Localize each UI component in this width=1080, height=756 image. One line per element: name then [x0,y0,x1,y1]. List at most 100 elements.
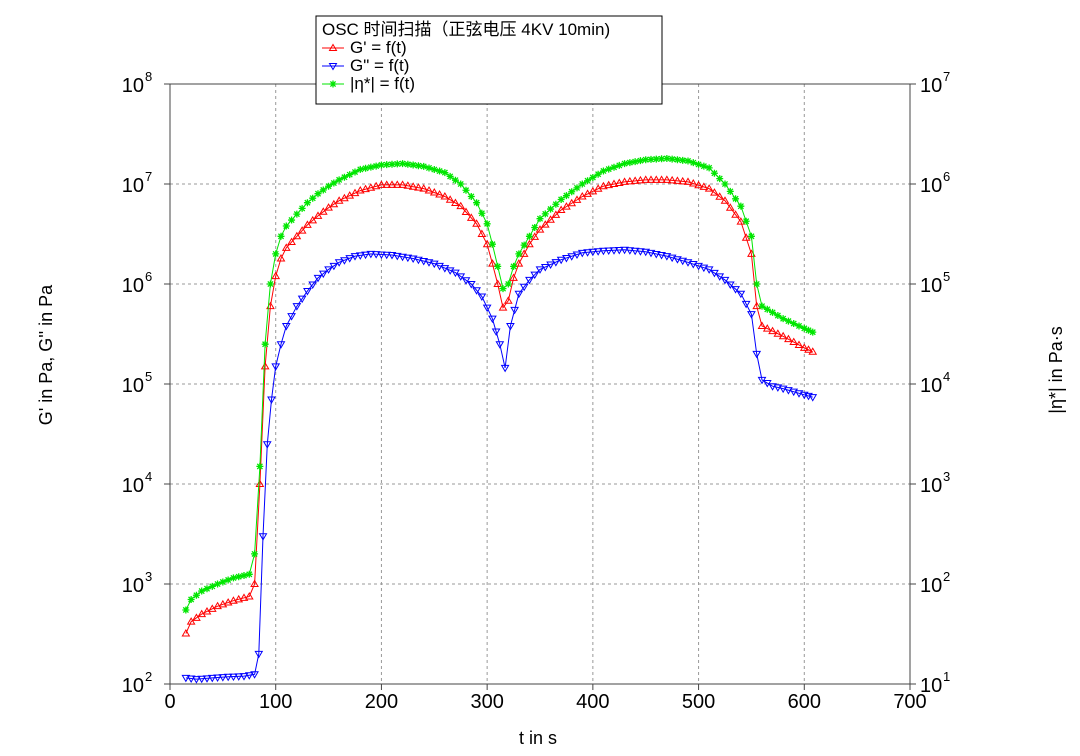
data-point [621,160,629,168]
data-point [356,165,364,173]
data-point [584,177,592,185]
data-point [499,285,507,293]
data-point [658,155,666,163]
data-point [741,233,751,241]
data-point [229,574,237,582]
data-point [219,578,227,586]
data-point [646,175,656,183]
data-point [498,303,508,311]
data-point [567,253,577,261]
data-point [457,180,465,188]
grid-lines [170,84,910,684]
data-point [673,176,682,184]
data-point [361,251,370,260]
data-point [488,315,497,324]
data-point [609,247,619,255]
data-point [387,251,397,260]
data-point [229,596,238,604]
data-point [181,674,191,683]
data-point [593,248,603,256]
y2-tick-exponent: 7 [943,69,950,84]
data-point [506,323,515,331]
data-point [223,673,233,682]
y-tick-exponent: 3 [145,569,152,584]
data-point [261,340,269,348]
data-point [614,178,624,186]
data-point [625,247,635,255]
data-point [335,176,343,184]
data-point [519,249,529,257]
data-point [424,259,434,267]
data-point [429,188,439,196]
data-point [809,328,817,336]
data-point [208,582,216,590]
data-point [229,673,238,682]
y-tick-exponent: 2 [145,669,152,684]
data-point [329,262,339,271]
data-point [667,254,677,263]
data-point [408,255,418,263]
data-point [642,156,650,164]
data-point [525,276,534,285]
data-point [303,199,311,207]
y-tick-label: 10 [122,275,144,297]
data-point [757,321,767,330]
data-point [192,591,200,599]
data-point [784,334,793,343]
data-point [254,650,264,659]
data-point [267,396,276,404]
data-point [678,257,688,266]
legend-swatch-marker [328,43,338,51]
data-point [731,286,740,294]
y-tick-exponent: 4 [145,469,152,484]
data-point [495,341,505,349]
y-tick-base: 10 [122,575,144,597]
data-point [187,595,195,603]
data-point [747,311,756,319]
y2-axis-title: |η*| in Pa·s [1046,326,1066,413]
data-point [594,170,602,178]
data-point [514,290,524,299]
data-point [403,254,413,263]
data-point [646,249,656,258]
data-point [805,326,813,334]
data-point [752,301,762,310]
data-point [794,340,804,348]
data-point [207,674,217,683]
data-point [768,326,777,335]
data-point [578,180,586,188]
data-point [710,188,719,196]
data-point [536,215,544,223]
data-point [451,269,460,278]
data-point [213,601,222,610]
legend-box [315,15,663,105]
data-point [313,211,323,219]
data-point [451,198,460,206]
data-point [319,186,327,194]
data-point [540,220,550,228]
data-point [361,184,370,193]
legend-item: G' = f(t) [322,38,407,57]
data-point [774,312,782,320]
data-point [318,270,328,279]
data-point [683,259,693,267]
legend-swatch-marker [329,80,337,88]
data-point [657,252,666,260]
data-point [297,295,307,304]
legend-swatch-marker [328,63,338,71]
data-point [799,343,809,351]
data-point [403,181,413,189]
data-point [773,384,783,392]
data-point [244,672,254,680]
data-point [651,250,661,259]
data-point [424,186,434,194]
data-point [239,593,249,601]
legend-label: G' = f(t) [350,38,407,57]
y2-tick-label: 10 [920,375,942,397]
series-layer [181,154,818,684]
y-tick-exponent: 6 [145,269,152,284]
y2-tick-label: 10 [920,575,942,597]
data-point [334,259,344,267]
data-point [461,277,471,285]
data-point [282,222,290,230]
